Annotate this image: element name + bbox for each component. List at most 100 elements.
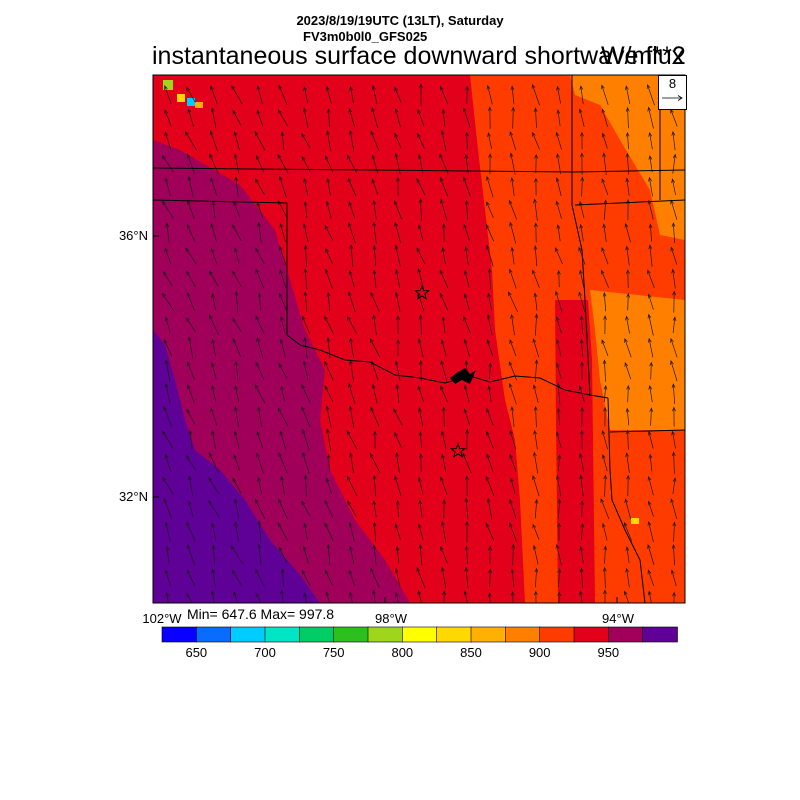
wind-vector-arrow xyxy=(485,223,495,242)
wind-vector-arrow xyxy=(488,153,492,175)
colorbar-swatch xyxy=(436,626,472,643)
lat-label-32n: 32°N xyxy=(119,489,148,504)
wind-vector-arrow xyxy=(208,500,220,518)
wind-vector-arrow xyxy=(280,568,285,587)
wind-vector-arrow xyxy=(486,497,493,520)
wind-vector-arrow xyxy=(394,152,401,175)
colorbar-swatch xyxy=(402,626,438,643)
units-label: W/m**2 xyxy=(601,42,686,70)
wind-vector-arrow xyxy=(348,521,355,542)
wind-vector-arrow xyxy=(301,500,311,517)
wind-vector-arrow xyxy=(510,590,515,603)
wind-vector-arrow xyxy=(647,106,654,129)
city-marker-star xyxy=(413,284,431,300)
wind-vector-arrow xyxy=(370,406,380,427)
wind-vector-arrow xyxy=(279,245,287,266)
colorbar-swatch xyxy=(505,626,541,643)
wind-vector-arrow xyxy=(555,177,562,197)
colorbar-swatch xyxy=(264,626,301,643)
wind-vector-arrow xyxy=(233,247,240,265)
wind-vector-arrow xyxy=(626,292,631,311)
wind-vector-arrow xyxy=(164,85,172,105)
wind-vector-arrow xyxy=(486,175,494,198)
wind-vector-arrow xyxy=(440,129,447,152)
wind-vector-arrow xyxy=(510,477,516,494)
wind-vector-arrow xyxy=(463,338,470,357)
wind-vector-arrow xyxy=(488,568,493,587)
wind-vector-arrow xyxy=(280,385,286,402)
wind-vector-arrow xyxy=(371,84,378,105)
texas-louisiana-border xyxy=(607,397,646,603)
wind-vector-arrow xyxy=(301,132,311,149)
wind-vector-arrow xyxy=(463,293,470,311)
wind-vector-arrow xyxy=(557,498,562,519)
wind-vector-arrow xyxy=(161,154,174,173)
wind-vector-arrow xyxy=(372,221,377,244)
wind-vector-arrow xyxy=(185,247,197,265)
wind-vector-arrow xyxy=(395,269,401,289)
wind-vector-arrow xyxy=(555,543,562,566)
colorbar-swatch xyxy=(299,626,335,643)
wind-vector-arrow xyxy=(510,177,515,197)
field-noise-spot xyxy=(195,102,203,108)
wind-vector-arrow xyxy=(486,201,494,219)
wind-vector-arrow xyxy=(579,590,583,603)
wind-vector-arrow xyxy=(648,244,653,267)
wind-vector-arrow xyxy=(186,223,196,242)
wind-vector-arrow xyxy=(672,521,677,542)
wind-vector-arrow xyxy=(671,430,676,449)
wind-vector-arrow xyxy=(232,224,242,242)
wind-vector-arrow xyxy=(531,83,540,106)
wind-vector-arrow xyxy=(602,291,607,312)
wind-vector-arrow xyxy=(626,474,631,497)
lat-label-36n: 36°N xyxy=(119,228,148,243)
wind-vector-arrow xyxy=(442,590,447,603)
wind-vector-arrow xyxy=(534,567,539,588)
wind-vector-arrow xyxy=(164,177,171,196)
wind-vector-arrow xyxy=(187,384,195,404)
wind-vector-arrow xyxy=(647,293,654,310)
wind-vector-arrow xyxy=(347,177,357,196)
wind-vector-arrow xyxy=(186,592,193,603)
wind-vector-arrow xyxy=(187,500,194,518)
wind-vector-arrow xyxy=(578,385,585,403)
wind-vector-arrow xyxy=(418,499,423,518)
wind-vector-arrow xyxy=(301,406,311,428)
wind-vector-arrow xyxy=(532,475,540,497)
wind-vector-arrow xyxy=(349,85,354,104)
wind-vector-arrow xyxy=(395,384,400,404)
field-orange-northeast xyxy=(570,75,685,240)
wind-vector-arrow xyxy=(440,520,447,543)
kansas-oklahoma-border xyxy=(153,167,685,173)
wind-vector-arrow xyxy=(442,499,447,519)
wind-vector-arrow xyxy=(418,453,423,473)
wind-vector-arrow xyxy=(349,591,353,603)
wind-vector-arrow xyxy=(625,131,630,150)
wind-vector-arrow xyxy=(349,545,355,564)
wind-vector-arrow xyxy=(647,500,654,517)
wind-vector-arrow xyxy=(302,360,309,381)
wind-vector-arrow xyxy=(509,339,517,357)
wind-vector-arrow xyxy=(532,451,539,474)
wind-vector-arrow xyxy=(324,268,333,289)
wind-vector-arrow xyxy=(162,476,174,495)
wind-vector-arrow xyxy=(347,500,357,518)
wind-vector-arrow xyxy=(648,176,653,197)
wind-vector-arrow xyxy=(464,199,469,220)
wind-vector-arrow xyxy=(534,177,538,196)
wind-vector-arrow xyxy=(303,244,308,267)
wind-vector-arrow xyxy=(326,108,331,128)
wind-vector-arrow xyxy=(371,107,379,129)
colorbar-swatch xyxy=(573,626,610,643)
wind-vector-arrow xyxy=(486,430,494,449)
wind-vector-arrow xyxy=(672,290,677,313)
wind-vector-arrow xyxy=(394,221,402,244)
wind-vector-arrow xyxy=(509,429,517,450)
wind-vector-arrow xyxy=(164,569,171,586)
wind-vector-arrow xyxy=(465,520,469,543)
wind-vector-arrow xyxy=(303,201,308,219)
wind-vector-arrow xyxy=(580,500,585,518)
state-boundaries xyxy=(153,75,685,603)
wind-vector-arrow xyxy=(511,543,516,566)
wind-vector-arrow xyxy=(187,336,194,359)
